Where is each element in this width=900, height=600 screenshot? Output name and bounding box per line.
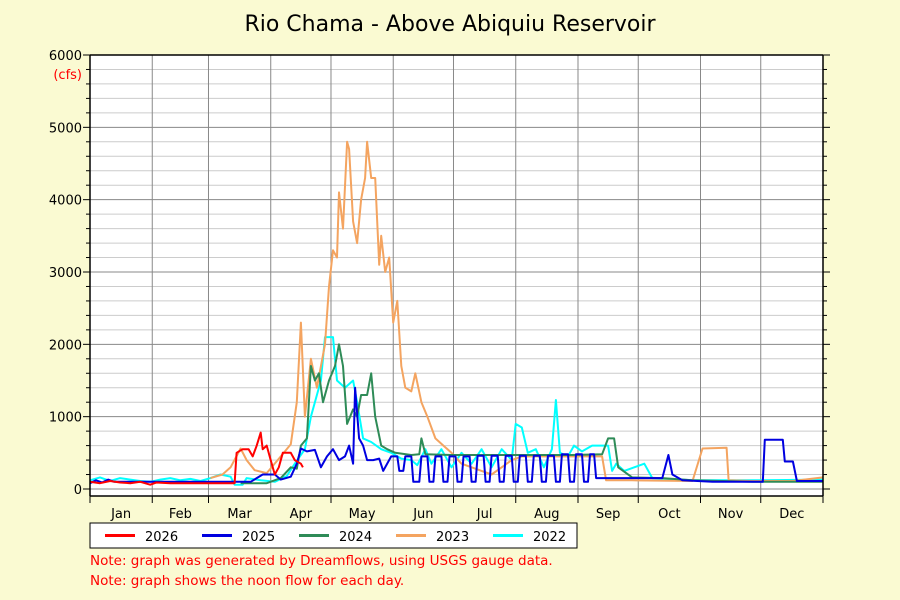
- x-tick-label: Dec: [779, 507, 804, 522]
- series-line-2023: [210, 140, 824, 482]
- x-tick-label: Jul: [476, 507, 493, 522]
- legend-label-2026: 2026: [145, 530, 178, 545]
- series-line-2024: [240, 343, 823, 485]
- series-line-2025: [89, 386, 823, 485]
- note-source: Note: graph was generated by Dreamflows,…: [90, 553, 553, 569]
- y-tick-label: 2000: [49, 338, 82, 353]
- series-line-2022: [89, 336, 824, 486]
- x-tick-label: Nov: [718, 507, 744, 522]
- x-tick-label: Apr: [290, 507, 313, 522]
- x-tick-label: May: [349, 507, 376, 522]
- legend-label-2024: 2024: [339, 530, 372, 545]
- legend-label-2023: 2023: [436, 530, 469, 545]
- x-tick-label: Oct: [658, 507, 680, 522]
- y-tick-label: 4000: [49, 194, 82, 209]
- x-tick-label: Mar: [227, 507, 252, 522]
- y-tick-label: 3000: [49, 266, 82, 281]
- plot-area: [90, 55, 823, 496]
- x-tick-label: Feb: [169, 507, 192, 522]
- x-tick-label: Jan: [110, 507, 131, 522]
- legend-label-2025: 2025: [242, 530, 275, 545]
- y-tick-label: 0: [74, 483, 82, 498]
- y-tick-label: 5000: [49, 121, 82, 136]
- legend-label-2022: 2022: [533, 530, 566, 545]
- y-tick-label: 6000: [49, 49, 82, 64]
- y-axis-unit-label: (cfs): [53, 68, 82, 83]
- series-line-2026: [89, 431, 304, 486]
- chart-title: Rio Chama - Above Abiquiu Reservoir: [244, 12, 656, 37]
- x-tick-label: Jun: [412, 507, 433, 522]
- note-noon-flow: Note: graph shows the noon flow for each…: [90, 573, 405, 589]
- x-tick-label: Aug: [534, 507, 559, 522]
- y-tick-label: 1000: [49, 411, 82, 426]
- x-tick-label: Sep: [596, 507, 621, 522]
